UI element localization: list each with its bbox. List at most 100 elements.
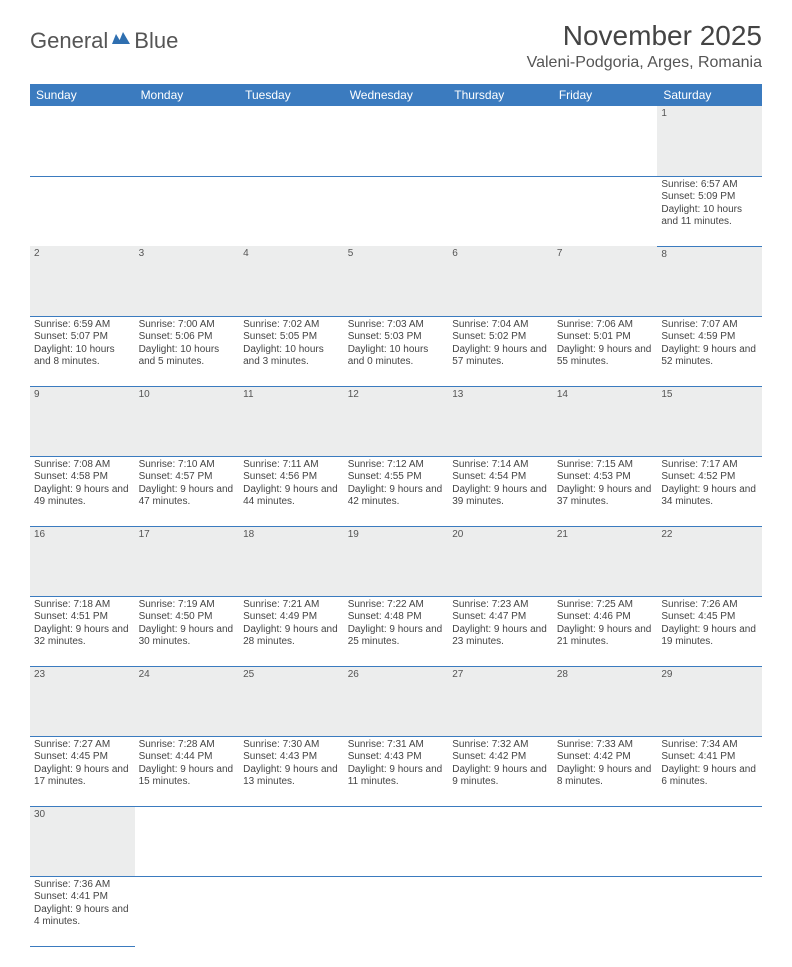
- day-number: [448, 106, 553, 176]
- col-mon: Monday: [135, 84, 240, 106]
- day-number: 18: [239, 526, 344, 596]
- day-details: [30, 176, 135, 246]
- day-details: Sunrise: 7:15 AMSunset: 4:53 PMDaylight:…: [553, 456, 658, 526]
- logo-text-1: General: [30, 28, 108, 54]
- day-number: [344, 106, 449, 176]
- day-number: 20: [448, 526, 553, 596]
- day-number: 6: [448, 246, 553, 316]
- day-details: Sunrise: 7:26 AMSunset: 4:45 PMDaylight:…: [657, 596, 762, 666]
- day-number-row: 23242526272829: [30, 666, 762, 736]
- day-number: [30, 106, 135, 176]
- day-details: Sunrise: 7:14 AMSunset: 4:54 PMDaylight:…: [448, 456, 553, 526]
- day-details: [553, 876, 658, 946]
- day-number: [344, 806, 449, 876]
- day-number: 24: [135, 666, 240, 736]
- day-details: Sunrise: 6:59 AMSunset: 5:07 PMDaylight:…: [30, 316, 135, 386]
- day-number: 16: [30, 526, 135, 596]
- day-details: Sunrise: 7:02 AMSunset: 5:05 PMDaylight:…: [239, 316, 344, 386]
- day-number: 23: [30, 666, 135, 736]
- day-details-row: Sunrise: 6:57 AMSunset: 5:09 PMDaylight:…: [30, 176, 762, 246]
- day-number-row: 1: [30, 106, 762, 176]
- day-number: [657, 806, 762, 876]
- day-number: 2: [30, 246, 135, 316]
- day-details: [135, 876, 240, 946]
- day-details: Sunrise: 7:11 AMSunset: 4:56 PMDaylight:…: [239, 456, 344, 526]
- day-details: Sunrise: 7:17 AMSunset: 4:52 PMDaylight:…: [657, 456, 762, 526]
- day-details: Sunrise: 7:36 AMSunset: 4:41 PMDaylight:…: [30, 876, 135, 946]
- day-number: 29: [657, 666, 762, 736]
- day-number: [135, 106, 240, 176]
- day-details: Sunrise: 7:18 AMSunset: 4:51 PMDaylight:…: [30, 596, 135, 666]
- col-wed: Wednesday: [344, 84, 449, 106]
- day-number-row: 16171819202122: [30, 526, 762, 596]
- day-number: [135, 806, 240, 876]
- day-details: Sunrise: 7:06 AMSunset: 5:01 PMDaylight:…: [553, 316, 658, 386]
- day-number: 19: [344, 526, 449, 596]
- col-sat: Saturday: [657, 84, 762, 106]
- day-number: 13: [448, 386, 553, 456]
- day-number-row: 2345678: [30, 246, 762, 316]
- month-title: November 2025: [527, 20, 762, 52]
- logo-text-2: Blue: [134, 28, 178, 54]
- day-details: Sunrise: 7:25 AMSunset: 4:46 PMDaylight:…: [553, 596, 658, 666]
- day-number: 10: [135, 386, 240, 456]
- day-details: [344, 176, 449, 246]
- day-number: 12: [344, 386, 449, 456]
- location: Valeni-Podgoria, Arges, Romania: [527, 54, 762, 72]
- day-number: [553, 806, 658, 876]
- day-number: 27: [448, 666, 553, 736]
- day-number: 14: [553, 386, 658, 456]
- day-number: 21: [553, 526, 658, 596]
- day-details: Sunrise: 7:32 AMSunset: 4:42 PMDaylight:…: [448, 736, 553, 806]
- calendar-body: 1Sunrise: 6:57 AMSunset: 5:09 PMDaylight…: [30, 106, 762, 946]
- day-number: [448, 806, 553, 876]
- day-number: 15: [657, 386, 762, 456]
- day-details: Sunrise: 7:33 AMSunset: 4:42 PMDaylight:…: [553, 736, 658, 806]
- col-fri: Friday: [553, 84, 658, 106]
- header: General Blue November 2025 Valeni-Podgor…: [30, 20, 762, 72]
- day-details: [239, 876, 344, 946]
- flag-icon: [112, 30, 132, 53]
- day-details: Sunrise: 7:21 AMSunset: 4:49 PMDaylight:…: [239, 596, 344, 666]
- day-details-row: Sunrise: 7:27 AMSunset: 4:45 PMDaylight:…: [30, 736, 762, 806]
- logo: General Blue: [30, 28, 178, 54]
- col-sun: Sunday: [30, 84, 135, 106]
- day-number: [239, 806, 344, 876]
- day-number: 30: [30, 806, 135, 876]
- day-number: 8: [657, 246, 762, 316]
- day-details: Sunrise: 7:19 AMSunset: 4:50 PMDaylight:…: [135, 596, 240, 666]
- col-tue: Tuesday: [239, 84, 344, 106]
- day-details: [657, 876, 762, 946]
- day-number: 1: [657, 106, 762, 176]
- day-details: Sunrise: 7:28 AMSunset: 4:44 PMDaylight:…: [135, 736, 240, 806]
- title-block: November 2025 Valeni-Podgoria, Arges, Ro…: [527, 20, 762, 72]
- day-number: 17: [135, 526, 240, 596]
- day-details: Sunrise: 7:23 AMSunset: 4:47 PMDaylight:…: [448, 596, 553, 666]
- day-details: Sunrise: 7:10 AMSunset: 4:57 PMDaylight:…: [135, 456, 240, 526]
- day-details: Sunrise: 7:30 AMSunset: 4:43 PMDaylight:…: [239, 736, 344, 806]
- day-details: Sunrise: 7:04 AMSunset: 5:02 PMDaylight:…: [448, 316, 553, 386]
- day-header-row: Sunday Monday Tuesday Wednesday Thursday…: [30, 84, 762, 106]
- day-number: 22: [657, 526, 762, 596]
- day-details: Sunrise: 6:57 AMSunset: 5:09 PMDaylight:…: [657, 176, 762, 246]
- day-number: [239, 106, 344, 176]
- day-details-row: Sunrise: 7:36 AMSunset: 4:41 PMDaylight:…: [30, 876, 762, 946]
- day-details: [135, 176, 240, 246]
- day-number: 4: [239, 246, 344, 316]
- day-details: Sunrise: 7:12 AMSunset: 4:55 PMDaylight:…: [344, 456, 449, 526]
- day-number: 3: [135, 246, 240, 316]
- day-details: Sunrise: 7:27 AMSunset: 4:45 PMDaylight:…: [30, 736, 135, 806]
- day-number: 25: [239, 666, 344, 736]
- day-details: [448, 176, 553, 246]
- day-number: 26: [344, 666, 449, 736]
- day-number: 9: [30, 386, 135, 456]
- day-details: Sunrise: 7:00 AMSunset: 5:06 PMDaylight:…: [135, 316, 240, 386]
- day-details: Sunrise: 7:34 AMSunset: 4:41 PMDaylight:…: [657, 736, 762, 806]
- day-details: Sunrise: 7:07 AMSunset: 4:59 PMDaylight:…: [657, 316, 762, 386]
- day-number: 28: [553, 666, 658, 736]
- day-number-row: 9101112131415: [30, 386, 762, 456]
- day-details: [239, 176, 344, 246]
- day-details: [553, 176, 658, 246]
- calendar-table: Sunday Monday Tuesday Wednesday Thursday…: [30, 84, 762, 947]
- day-details: Sunrise: 7:31 AMSunset: 4:43 PMDaylight:…: [344, 736, 449, 806]
